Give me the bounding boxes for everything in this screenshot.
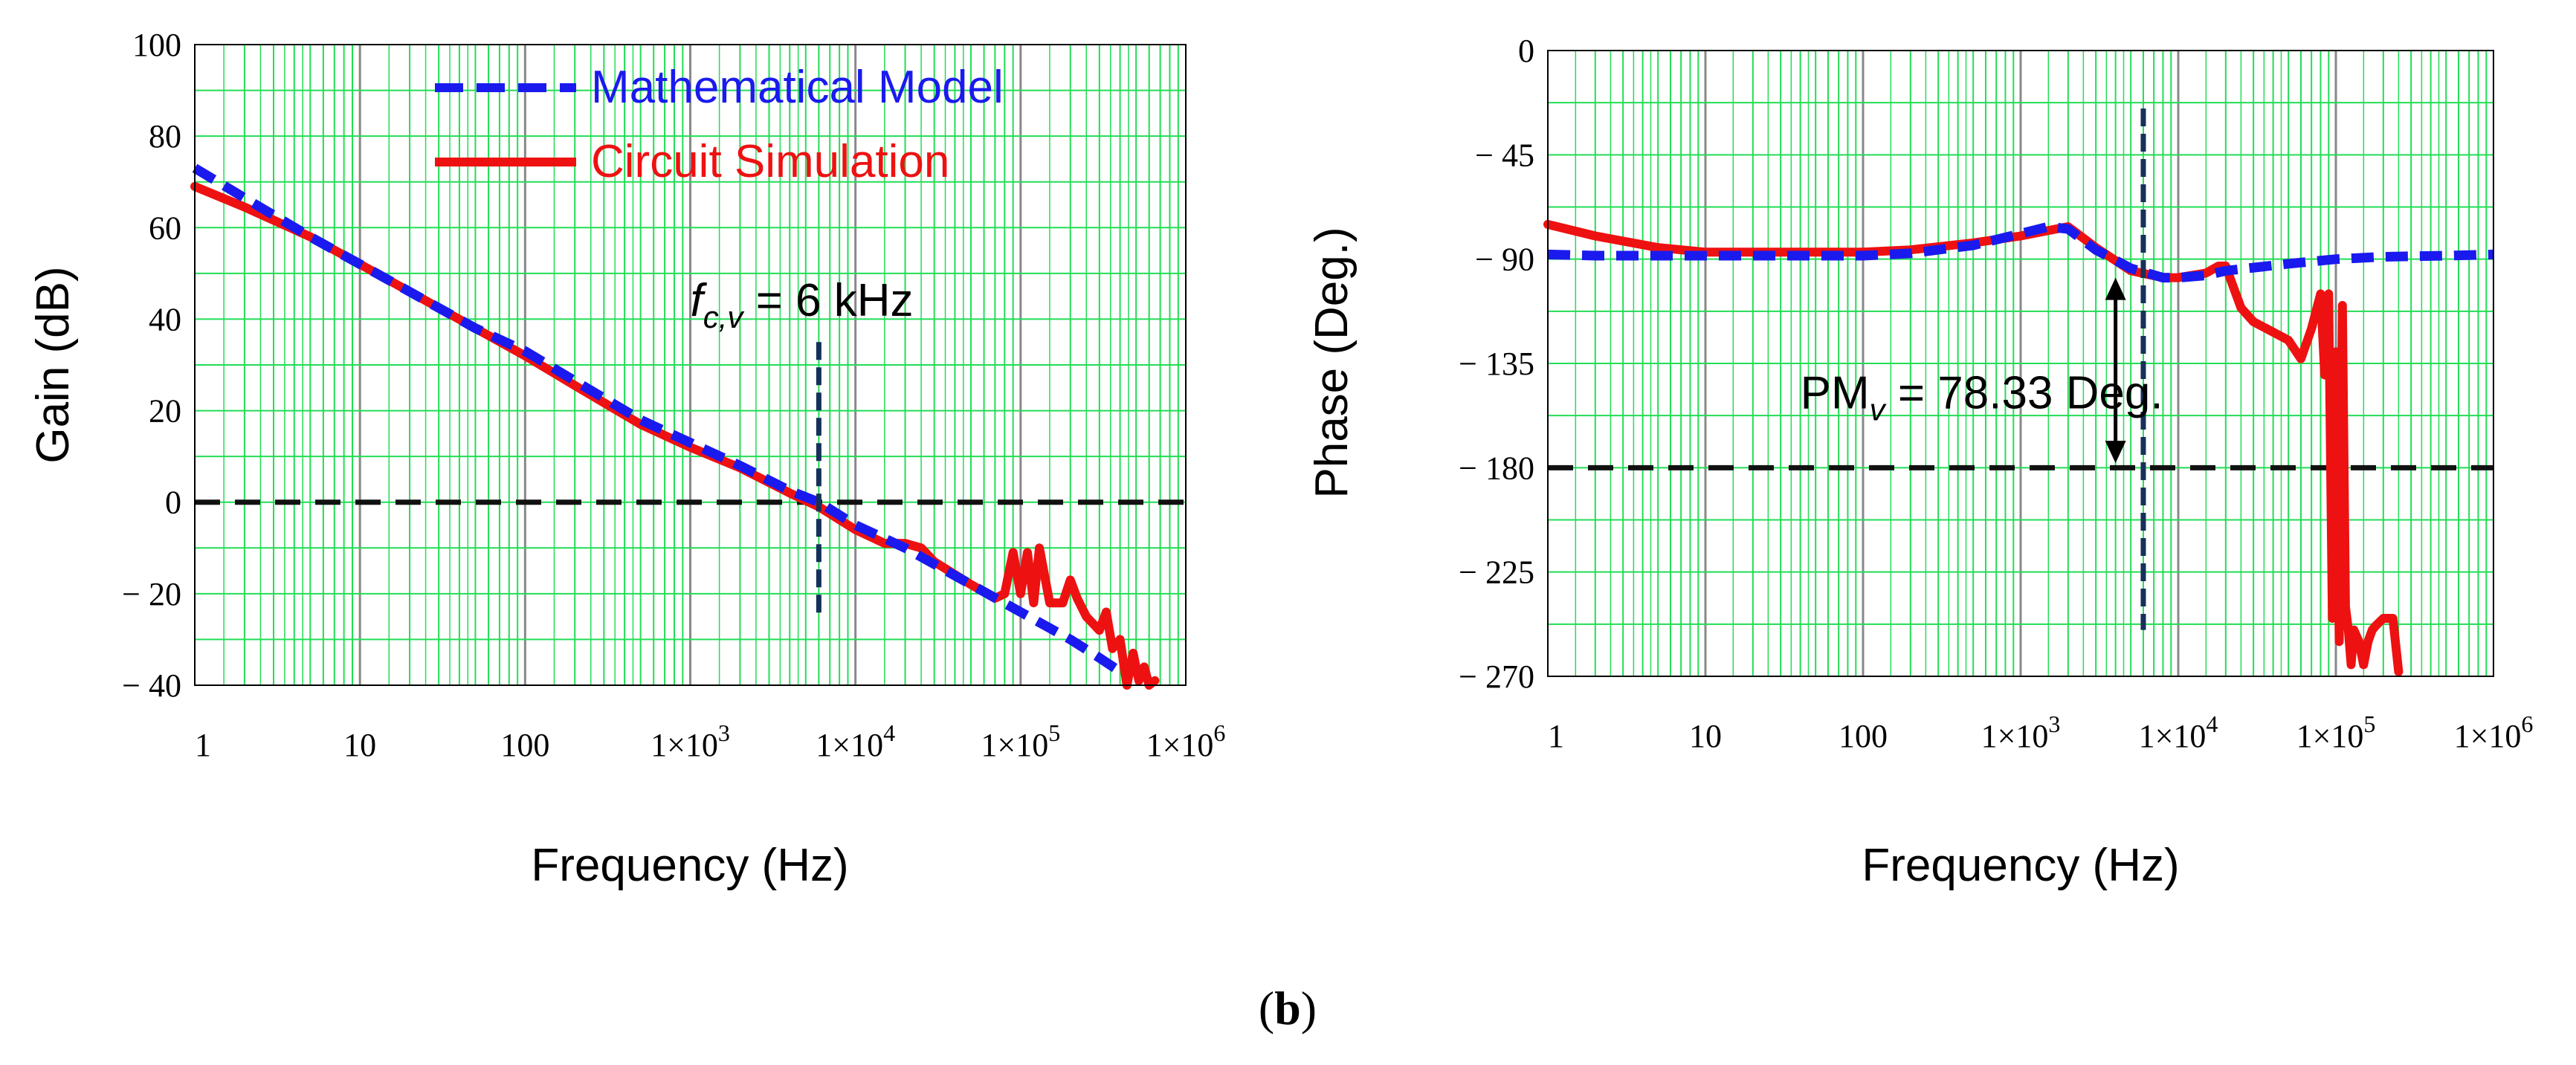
- y-tick-label: 100: [132, 27, 181, 63]
- phase-margin-annotation: PMv = 78.33 Deg.: [1801, 368, 2163, 427]
- y-tick-label: 80: [149, 118, 181, 155]
- phase-y-ticks: 0 − 45 − 90 − 135 − 180 − 225 − 270: [1459, 33, 1534, 695]
- y-tick-label: 20: [149, 393, 181, 430]
- x-tick-label: 10: [343, 727, 376, 763]
- y-tick-label: − 270: [1459, 658, 1534, 695]
- caption-open: (: [1259, 982, 1274, 1035]
- x-tick-base: 1: [195, 727, 211, 763]
- gain-x-ticks: 1 10 100 1×103 1×104 1×105 1×106: [195, 719, 1225, 763]
- y-tick-label: 0: [1518, 33, 1534, 69]
- phase-chart: 0 − 45 − 90 − 135 − 180 − 225 − 270 1 10 100 1×10…: [1306, 33, 2533, 891]
- x-tick-exponent: 4: [883, 719, 895, 746]
- gain-legend: Mathematical Model Circuit Simulation: [435, 62, 1004, 187]
- gain-y-ticks: 100 80 60 40 20 0 − 20 − 40: [122, 27, 181, 704]
- x-tick-base: 1×10: [651, 727, 718, 763]
- x-tick-label: 1×103: [1981, 710, 2061, 754]
- x-tick-base: 1×10: [816, 727, 883, 763]
- x-tick-base: 1×10: [2454, 718, 2522, 754]
- y-tick-label: 60: [149, 210, 181, 246]
- y-tick-label: 40: [149, 301, 181, 337]
- caption-close: ): [1301, 982, 1317, 1035]
- x-tick-exponent: 4: [2206, 710, 2218, 737]
- x-tick-exponent: 5: [1048, 719, 1060, 746]
- x-tick-label: 1×103: [651, 719, 730, 763]
- x-tick-base: 1: [1548, 718, 1564, 754]
- y-tick-label: − 225: [1459, 554, 1534, 591]
- figure-caption: (b): [1259, 982, 1317, 1035]
- gain-y-axis-label: Gain (dB): [28, 266, 79, 463]
- arrow-head-bottom: [2105, 441, 2126, 464]
- phase-series: [1543, 219, 2494, 676]
- x-tick-label: 1×104: [816, 719, 895, 763]
- x-tick-base: 100: [500, 727, 549, 763]
- gain-x-axis-label: Frequency (Hz): [531, 840, 848, 891]
- x-tick-base: 100: [1839, 718, 1888, 754]
- x-tick-exponent: 6: [1213, 719, 1225, 746]
- x-tick-label: 1×106: [1146, 719, 1226, 763]
- y-tick-label: 0: [165, 485, 181, 521]
- x-tick-label: 1×104: [2139, 710, 2218, 754]
- annotation-subscript: c,v: [703, 300, 746, 334]
- phase-x-axis-label: Frequency (Hz): [1862, 840, 2179, 891]
- x-tick-label: 1×106: [2454, 710, 2534, 754]
- x-tick-base: 1×10: [1146, 727, 1214, 763]
- annotation-value: = 78.33 Deg.: [1885, 368, 2163, 419]
- x-tick-base: 1×10: [2296, 718, 2364, 754]
- caption-letter: b: [1274, 982, 1301, 1035]
- y-tick-label: − 40: [122, 667, 181, 704]
- x-tick-label: 100: [1839, 718, 1888, 754]
- series-line-mathematical-model: [1547, 221, 2494, 283]
- y-tick-label: − 90: [1475, 242, 1534, 278]
- x-tick-base: 1×10: [1981, 718, 2049, 754]
- crossover-frequency-annotation: fc,v = 6 kHz: [691, 275, 914, 334]
- x-tick-exponent: 6: [2521, 710, 2533, 737]
- arrow-head-top: [2105, 277, 2126, 300]
- x-tick-exponent: 3: [718, 719, 730, 746]
- x-tick-base: 10: [1689, 718, 1722, 754]
- x-tick-label: 1×105: [2296, 710, 2376, 754]
- phase-plot-frame: [1547, 50, 2494, 677]
- phase-margin-arrow: [2105, 277, 2126, 464]
- annotation-subscript: v: [1870, 392, 1888, 427]
- series-line-mathematical-model: [192, 164, 1123, 676]
- annotation-value: = 6 kHz: [743, 275, 913, 326]
- x-tick-label: 1×105: [981, 719, 1060, 763]
- legend-label-simulation: Circuit Simulation: [591, 136, 949, 187]
- annotation-pm: PM: [1801, 368, 1870, 419]
- y-tick-label: − 180: [1459, 450, 1534, 486]
- x-tick-exponent: 5: [2363, 710, 2375, 737]
- x-tick-base: 1×10: [981, 727, 1048, 763]
- x-tick-label: 1: [1548, 718, 1564, 754]
- x-tick-label: 10: [1689, 718, 1722, 754]
- y-tick-label: − 20: [122, 576, 181, 612]
- legend-label-model: Mathematical Model: [591, 62, 1004, 113]
- gain-plot-frame: [194, 44, 1187, 686]
- phase-x-ticks: 1 10 100 1×103 1×104 1×105 1×106: [1548, 710, 2533, 754]
- x-tick-label: 1: [195, 727, 211, 763]
- x-tick-exponent: 3: [2048, 710, 2060, 737]
- phase-y-axis-label: Phase (Deg.): [1306, 227, 1358, 498]
- x-tick-label: 100: [500, 727, 549, 763]
- y-tick-label: − 45: [1475, 137, 1534, 173]
- gain-series: [190, 164, 1160, 690]
- x-tick-base: 1×10: [2139, 718, 2207, 754]
- x-tick-base: 10: [343, 727, 376, 763]
- y-tick-label: − 135: [1459, 346, 1534, 382]
